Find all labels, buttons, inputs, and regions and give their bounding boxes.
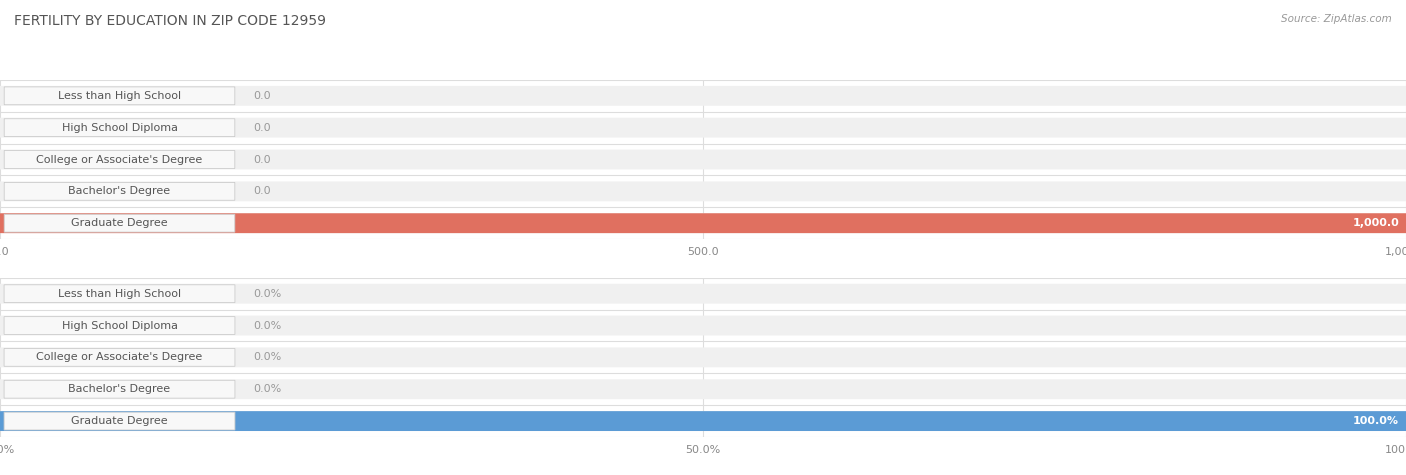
FancyBboxPatch shape <box>4 380 235 398</box>
FancyBboxPatch shape <box>4 412 235 430</box>
FancyBboxPatch shape <box>4 349 235 366</box>
Text: 0.0: 0.0 <box>253 186 271 196</box>
FancyBboxPatch shape <box>4 214 235 232</box>
Text: 0.0%: 0.0% <box>253 384 281 394</box>
Text: Graduate Degree: Graduate Degree <box>72 416 167 426</box>
Text: 1,000.0: 1,000.0 <box>1353 218 1399 228</box>
FancyBboxPatch shape <box>0 150 1406 170</box>
FancyBboxPatch shape <box>0 284 1406 304</box>
FancyBboxPatch shape <box>0 213 1406 233</box>
FancyBboxPatch shape <box>0 411 1406 431</box>
Text: 0.0: 0.0 <box>253 154 271 164</box>
Text: FERTILITY BY EDUCATION IN ZIP CODE 12959: FERTILITY BY EDUCATION IN ZIP CODE 12959 <box>14 14 326 28</box>
Text: Less than High School: Less than High School <box>58 289 181 299</box>
FancyBboxPatch shape <box>4 317 235 334</box>
Text: Bachelor's Degree: Bachelor's Degree <box>69 384 170 394</box>
FancyBboxPatch shape <box>0 118 1406 138</box>
FancyBboxPatch shape <box>4 285 235 303</box>
FancyBboxPatch shape <box>0 411 1406 431</box>
Text: 100.0%: 100.0% <box>1353 416 1399 426</box>
FancyBboxPatch shape <box>0 380 1406 399</box>
Text: College or Associate's Degree: College or Associate's Degree <box>37 352 202 362</box>
Text: 0.0: 0.0 <box>253 123 271 133</box>
FancyBboxPatch shape <box>4 87 235 104</box>
Text: 0.0%: 0.0% <box>253 289 281 299</box>
Text: Graduate Degree: Graduate Degree <box>72 218 167 228</box>
FancyBboxPatch shape <box>4 151 235 169</box>
Text: Source: ZipAtlas.com: Source: ZipAtlas.com <box>1281 14 1392 24</box>
FancyBboxPatch shape <box>4 182 235 200</box>
Text: Less than High School: Less than High School <box>58 91 181 101</box>
FancyBboxPatch shape <box>0 86 1406 106</box>
Text: High School Diploma: High School Diploma <box>62 123 177 133</box>
Text: 0.0%: 0.0% <box>253 321 281 331</box>
FancyBboxPatch shape <box>4 119 235 137</box>
Text: Bachelor's Degree: Bachelor's Degree <box>69 186 170 196</box>
FancyBboxPatch shape <box>0 315 1406 335</box>
Text: 0.0%: 0.0% <box>253 352 281 362</box>
Text: College or Associate's Degree: College or Associate's Degree <box>37 154 202 164</box>
FancyBboxPatch shape <box>0 181 1406 201</box>
FancyBboxPatch shape <box>0 213 1406 233</box>
FancyBboxPatch shape <box>0 347 1406 367</box>
Text: 0.0: 0.0 <box>253 91 271 101</box>
Text: High School Diploma: High School Diploma <box>62 321 177 331</box>
